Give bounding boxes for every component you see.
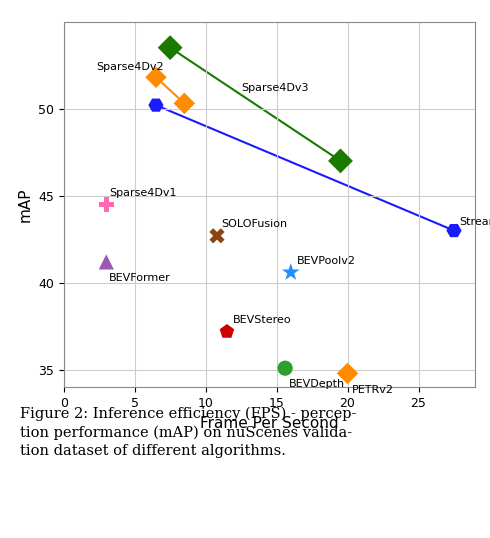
Text: Sparse4Dv3: Sparse4Dv3 [241, 83, 309, 93]
Y-axis label: mAP: mAP [18, 187, 32, 222]
Text: BEVStereo: BEVStereo [233, 315, 291, 325]
Point [213, 231, 221, 240]
Text: Sparse4Dv1: Sparse4Dv1 [109, 188, 176, 198]
Text: Sparse4Dv2: Sparse4Dv2 [97, 62, 164, 72]
X-axis label: Frame Per Second: Frame Per Second [200, 416, 339, 430]
Point [337, 157, 344, 165]
Point [450, 226, 458, 235]
Point [223, 327, 231, 336]
Point [102, 200, 110, 209]
Text: SOLOFusion: SOLOFusion [221, 219, 287, 229]
Text: Figure 2: Inference efficiency (FPS) - percep-
tion performance (mAP) on nuScene: Figure 2: Inference efficiency (FPS) - p… [20, 406, 356, 458]
Point [166, 44, 174, 52]
Point [180, 99, 188, 108]
Point [287, 268, 294, 277]
Point [152, 101, 160, 109]
Text: BEVPoolv2: BEVPoolv2 [296, 256, 355, 266]
Text: StreamPETR: StreamPETR [460, 217, 490, 228]
Point [152, 73, 160, 82]
Point [343, 369, 351, 378]
Text: BEVFormer: BEVFormer [109, 273, 171, 283]
Point [281, 364, 289, 372]
Text: BEVDepth: BEVDepth [290, 379, 345, 390]
Point [102, 258, 110, 266]
Text: PETRv2: PETRv2 [352, 385, 394, 394]
